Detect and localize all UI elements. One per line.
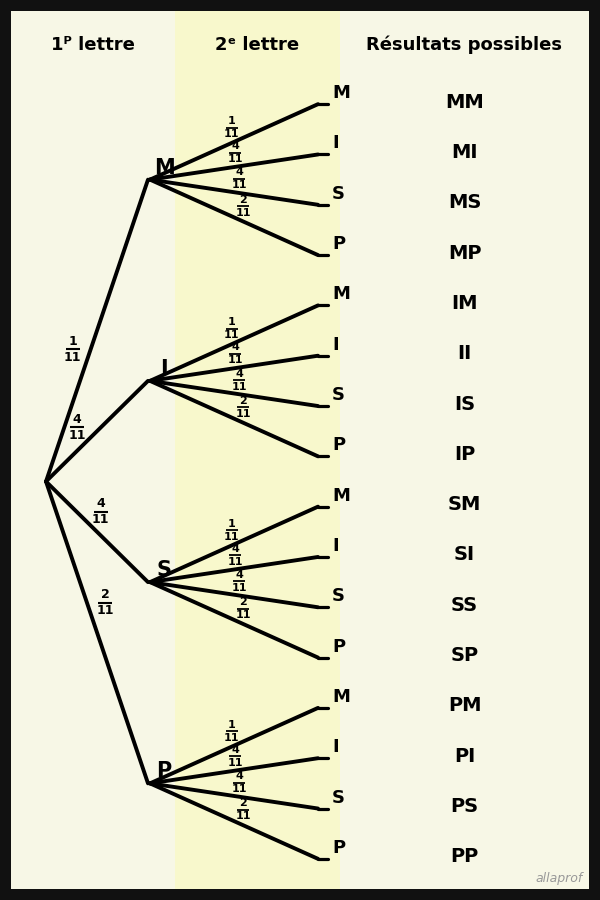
Text: S: S (332, 184, 345, 202)
Text: II: II (457, 344, 472, 364)
Bar (340, 11, 589, 889)
Text: IP: IP (454, 445, 475, 464)
Text: M: M (332, 85, 350, 103)
Text: 4: 4 (73, 412, 81, 426)
Text: PS: PS (451, 797, 479, 816)
Text: 11: 11 (92, 513, 110, 526)
Text: PP: PP (451, 847, 479, 867)
Text: P: P (332, 839, 345, 857)
Text: 11: 11 (96, 604, 113, 617)
Text: 4: 4 (235, 369, 244, 379)
Text: M: M (332, 487, 350, 505)
Text: 4: 4 (232, 141, 239, 151)
Bar (175, 11, 340, 889)
Text: 11: 11 (227, 356, 243, 365)
Text: 11: 11 (235, 409, 251, 419)
Text: 11: 11 (227, 758, 243, 768)
Bar (11, 11, 175, 889)
Text: Résultats possibles: Résultats possibles (367, 36, 563, 54)
Text: 11: 11 (232, 382, 247, 392)
Text: 11: 11 (224, 733, 239, 742)
Text: SP: SP (451, 646, 479, 665)
Text: MS: MS (448, 194, 481, 212)
Text: P: P (332, 637, 345, 655)
Text: I: I (160, 359, 168, 379)
Text: 2: 2 (239, 194, 247, 204)
Text: 2: 2 (239, 798, 247, 808)
Text: 11: 11 (224, 330, 239, 340)
Text: S: S (332, 386, 345, 404)
Text: 11: 11 (68, 428, 86, 442)
Text: 1: 1 (228, 318, 235, 328)
Text: 2: 2 (239, 396, 247, 406)
Text: 11: 11 (232, 583, 247, 593)
Text: 4: 4 (232, 342, 239, 353)
Text: 11: 11 (232, 180, 247, 191)
Text: 11: 11 (232, 784, 247, 794)
Text: 4: 4 (232, 745, 239, 755)
Text: P: P (157, 761, 172, 781)
Text: M: M (332, 285, 350, 303)
Text: MI: MI (451, 143, 478, 162)
Text: I: I (332, 336, 338, 354)
Text: MP: MP (448, 244, 481, 263)
Text: IM: IM (451, 294, 478, 313)
Text: 2ᵉ lettre: 2ᵉ lettre (215, 36, 299, 54)
Text: 1: 1 (228, 116, 235, 126)
Text: 11: 11 (235, 610, 251, 620)
Text: 4: 4 (232, 544, 239, 554)
Text: 11: 11 (227, 557, 243, 567)
Text: 4: 4 (97, 497, 105, 510)
Text: PI: PI (454, 747, 475, 766)
Text: 1ᴾ lettre: 1ᴾ lettre (51, 36, 135, 54)
Text: 1: 1 (68, 335, 77, 347)
Text: S: S (332, 588, 345, 606)
Text: P: P (332, 235, 345, 253)
Text: I: I (332, 537, 338, 555)
Text: 11: 11 (235, 811, 251, 822)
Text: M: M (154, 158, 175, 177)
Text: 1: 1 (228, 518, 235, 528)
Text: MM: MM (445, 93, 484, 112)
Text: I: I (332, 738, 338, 756)
Text: SM: SM (448, 495, 481, 514)
Text: P: P (332, 436, 345, 454)
Text: M: M (332, 688, 350, 706)
Text: allaprof: allaprof (536, 872, 583, 885)
Text: 2: 2 (239, 597, 247, 608)
Text: IS: IS (454, 394, 475, 413)
Text: 4: 4 (235, 167, 244, 177)
Text: 11: 11 (224, 129, 239, 140)
Text: 2: 2 (101, 589, 109, 601)
Text: S: S (332, 788, 345, 806)
Text: PM: PM (448, 697, 481, 716)
Text: 11: 11 (64, 351, 82, 364)
Text: S: S (157, 560, 172, 580)
Text: 4: 4 (235, 570, 244, 580)
Text: 4: 4 (235, 771, 244, 781)
Text: SI: SI (454, 545, 475, 564)
Text: 11: 11 (235, 208, 251, 218)
Text: 11: 11 (224, 532, 239, 542)
Text: SS: SS (451, 596, 478, 615)
Text: I: I (332, 134, 338, 152)
Text: 1: 1 (228, 720, 235, 730)
Text: 11: 11 (227, 154, 243, 164)
